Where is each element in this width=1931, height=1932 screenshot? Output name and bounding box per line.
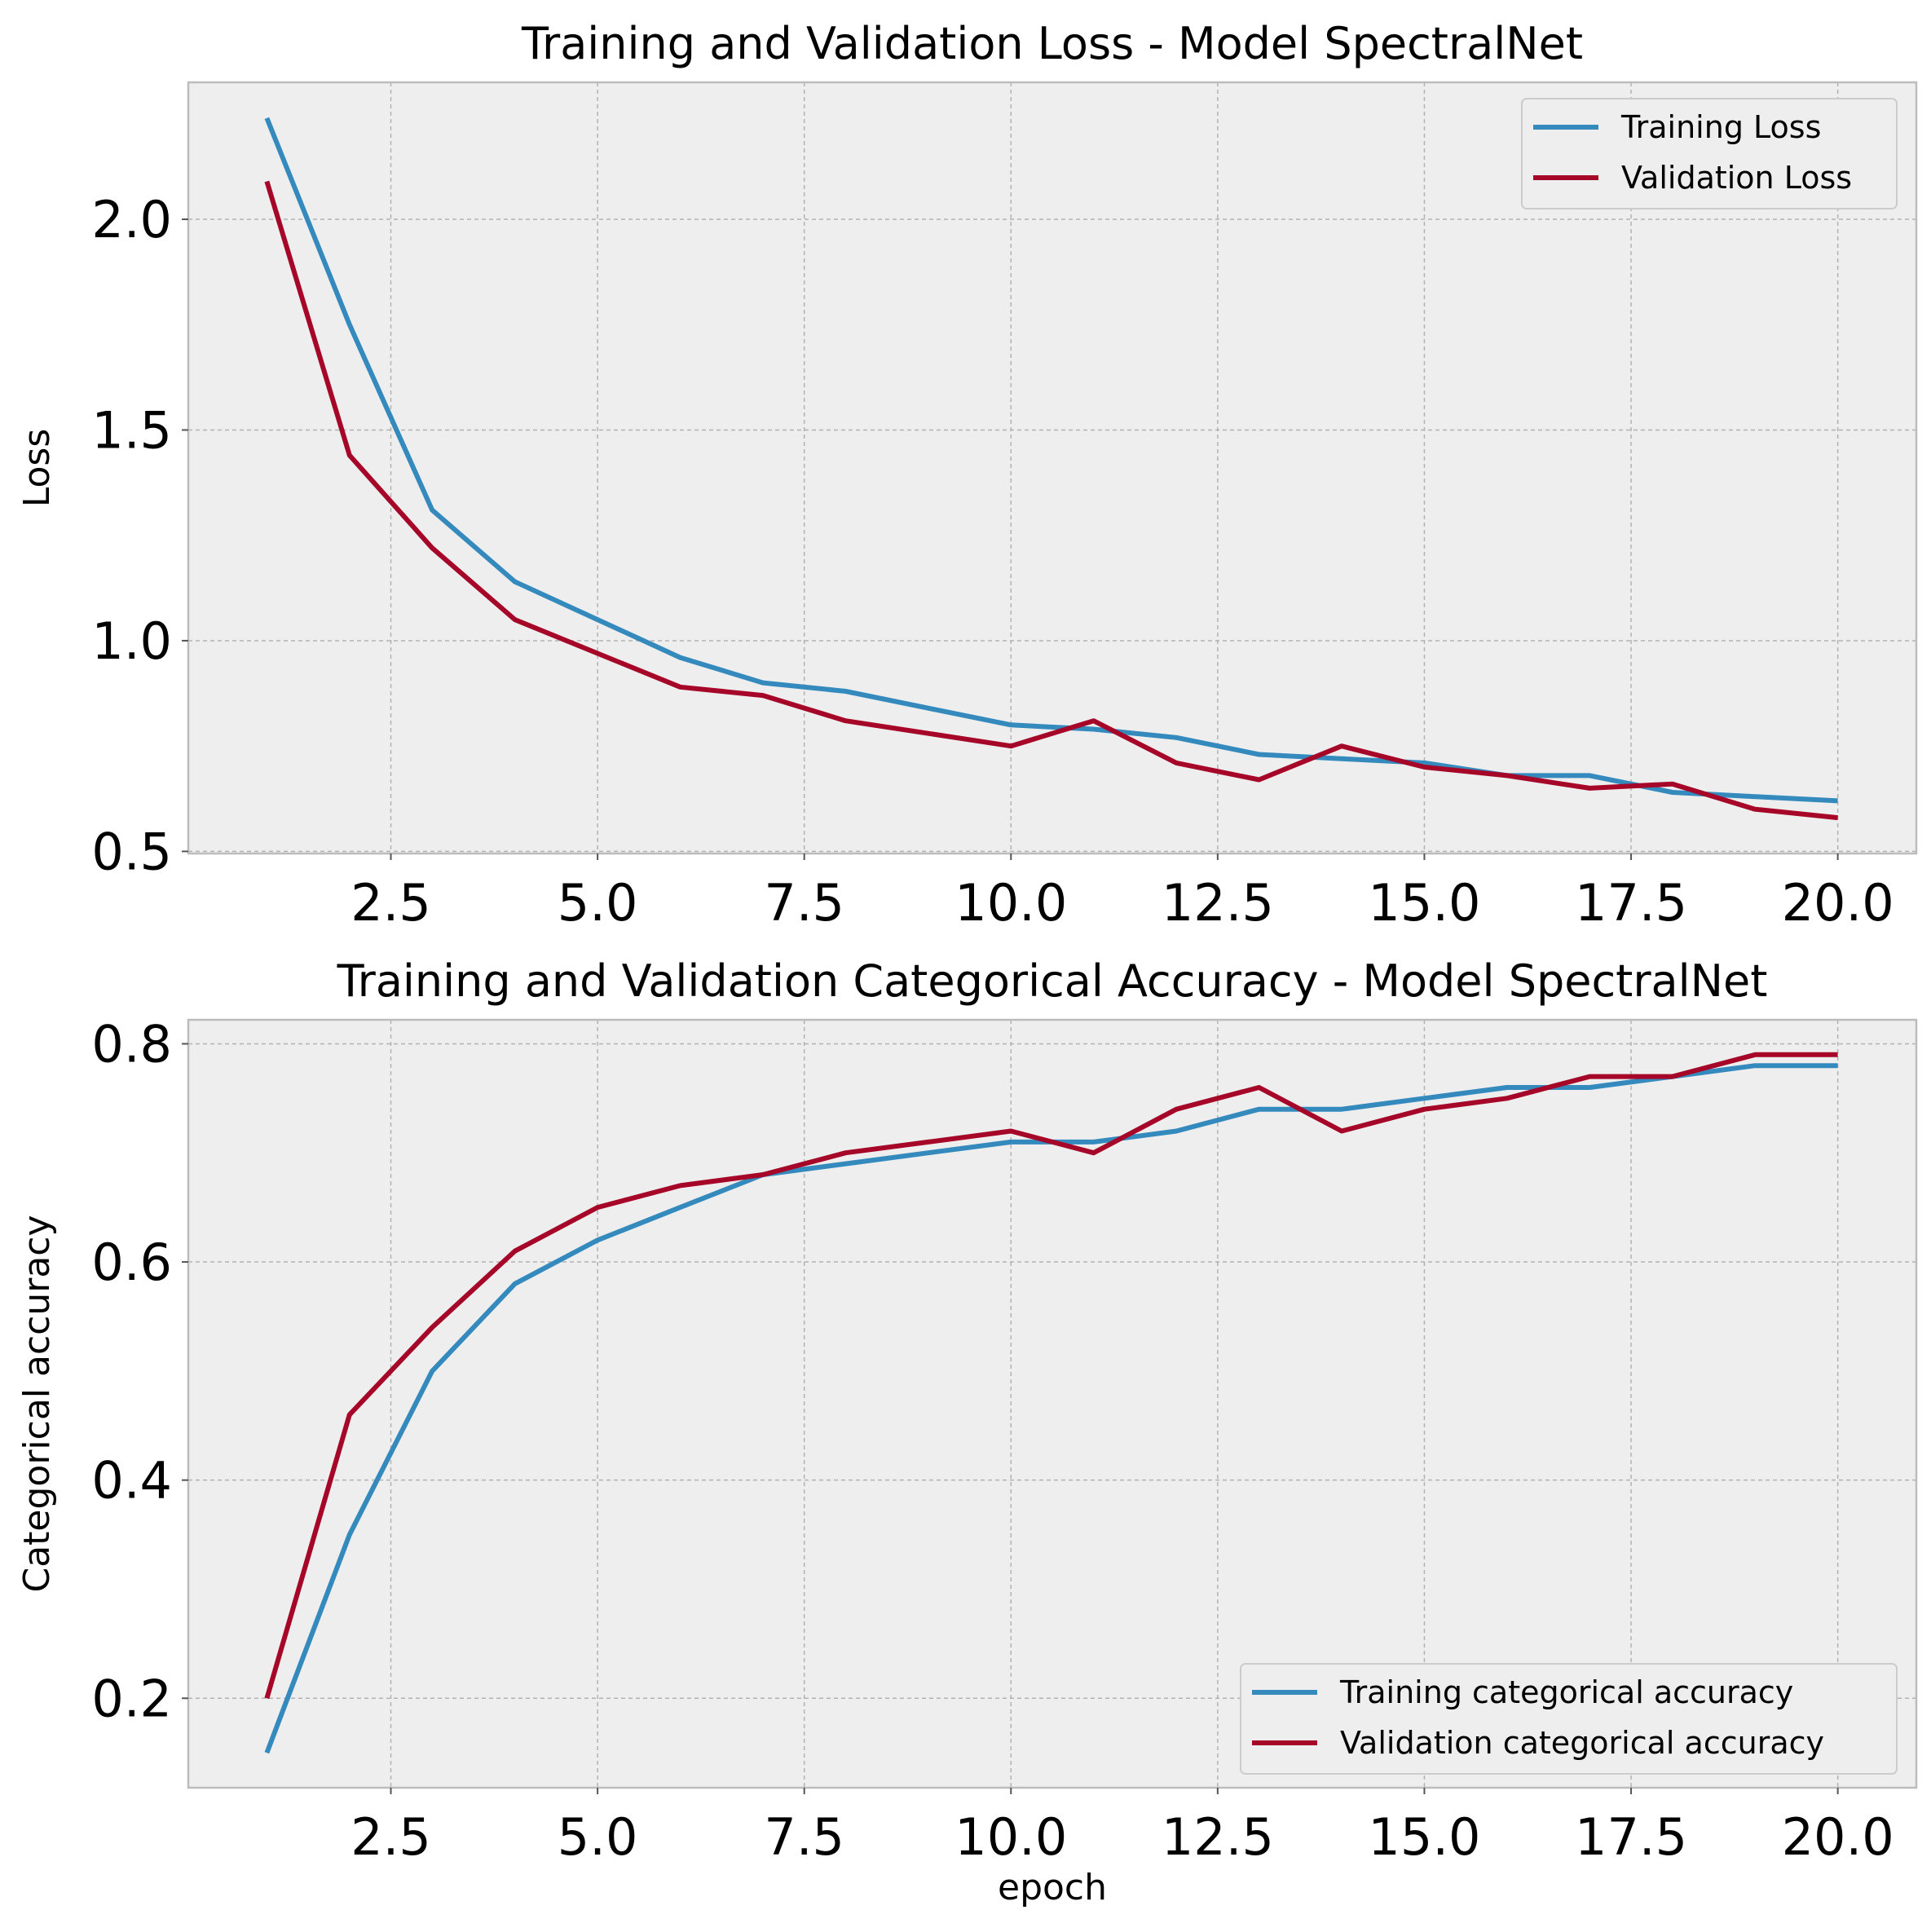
legend-label: Training categorical accuracy <box>1339 1674 1793 1710</box>
legend-label: Training Loss <box>1620 109 1821 145</box>
x-tick-label: 12.5 <box>1162 873 1274 933</box>
series-line-validation-loss <box>264 180 1838 821</box>
series-line-training-loss <box>264 117 1838 804</box>
series-line-validation-categorical-accuracy <box>264 1052 1838 1700</box>
x-tick-label: 17.5 <box>1575 1807 1687 1867</box>
legend-box <box>1521 98 1898 210</box>
y-tick-label: 1.0 <box>91 611 172 671</box>
legend-label: Validation Loss <box>1621 160 1852 196</box>
subplot-1: 2.5 5.0 7.5 10.0 12.5 15.0 17.5 20.0 0.5 1.0 1.5 2.… <box>16 18 1918 933</box>
y-tick-label: 0.4 <box>91 1451 172 1511</box>
y-tick-label: 0.6 <box>91 1233 172 1292</box>
x-tick-label: 2.5 <box>350 1807 431 1867</box>
x-tick-label: 10.0 <box>954 873 1067 933</box>
subplot-2: 2.5 5.0 7.5 10.0 12.5 15.0 17.5 20.0 0.2 0.4 0.6 0.… <box>16 955 1918 1908</box>
x-tick-label: 20.0 <box>1782 1807 1894 1867</box>
x-tick-label: 17.5 <box>1575 873 1687 933</box>
plot-frame <box>187 1018 1918 1789</box>
x-tick-label: 7.5 <box>764 873 844 933</box>
legend-label: Validation categorical accuracy <box>1340 1725 1824 1761</box>
y-tick-label: 2.0 <box>91 190 172 249</box>
x-tick-label: 7.5 <box>764 1807 844 1867</box>
y-tick-label: 0.8 <box>91 1014 172 1074</box>
y-axis-label: Loss <box>16 429 58 508</box>
x-tick-label: 20.0 <box>1782 873 1894 933</box>
x-tick-label: 12.5 <box>1162 1807 1274 1867</box>
plot-frame <box>187 81 1918 855</box>
x-tick-label: 10.0 <box>954 1807 1067 1867</box>
x-tick-label: 5.0 <box>558 1807 638 1867</box>
y-axis-label: Categorical accuracy <box>16 1215 58 1592</box>
x-axis-label: epoch <box>998 1867 1107 1908</box>
legend: Training categorical accuracy Validation … <box>1240 1663 1898 1775</box>
chart-title: Training and Validation Loss - Model Spe… <box>521 18 1583 69</box>
y-tick-label: 1.5 <box>91 400 172 460</box>
x-tick-label: 15.0 <box>1368 1807 1480 1867</box>
x-tick-label: 2.5 <box>350 873 431 933</box>
plot-area <box>188 1020 1916 1788</box>
x-tick-label: 5.0 <box>558 873 638 933</box>
x-tick-label: 15.0 <box>1368 873 1480 933</box>
legend: Training Loss Validation Loss <box>1521 98 1898 210</box>
chart-title: Training and Validation Categorical Accu… <box>337 955 1768 1007</box>
legend-box <box>1240 1663 1898 1775</box>
y-tick-label: 0.5 <box>91 822 172 881</box>
y-tick-label: 0.2 <box>91 1669 172 1728</box>
